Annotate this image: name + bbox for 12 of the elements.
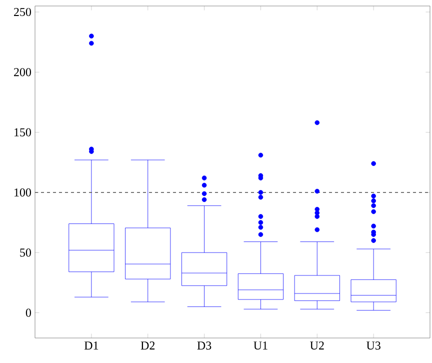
y-tick-label: 100 — [14, 188, 32, 196]
y-tick-label: 200 — [14, 68, 32, 76]
x-tick-label: D2 — [140, 342, 155, 350]
y-tick-label: 150 — [14, 128, 32, 136]
x-tick-label: U1 — [254, 342, 268, 350]
x-tick-label: D1 — [84, 342, 98, 350]
y-tick-label: 250 — [14, 8, 32, 16]
x-tick-label: D3 — [197, 342, 212, 350]
y-tick-label: 0 — [26, 308, 32, 317]
x-tick-label: U2 — [310, 342, 324, 350]
x-tick-label: U3 — [366, 342, 380, 350]
y-tick-label: 50 — [20, 248, 32, 257]
